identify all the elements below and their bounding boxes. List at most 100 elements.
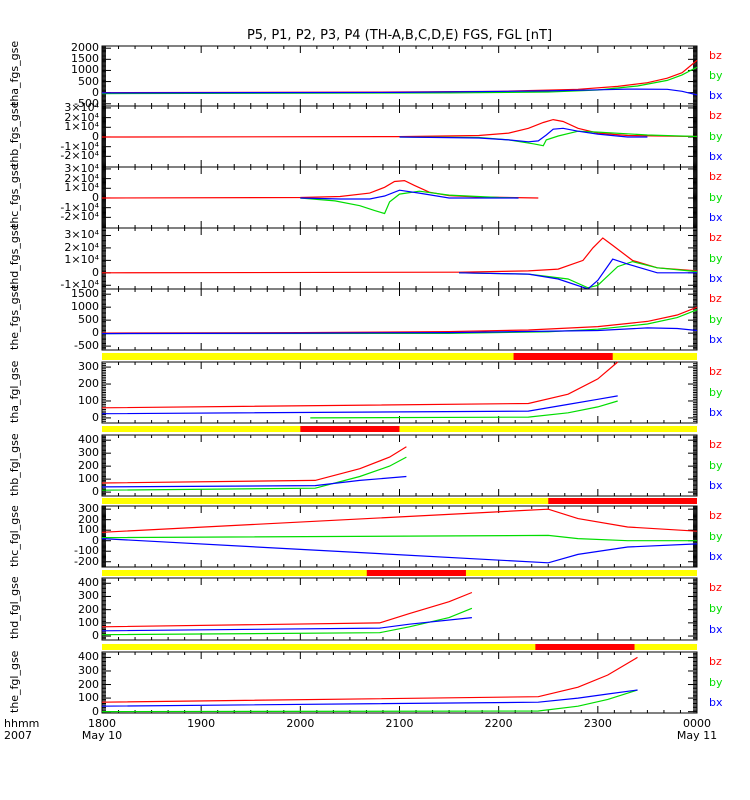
- status-bar-active: [300, 426, 400, 432]
- panel-frame: [101, 288, 698, 351]
- x-unit-label: hhmm 2007: [4, 718, 39, 742]
- x-tick-label: 2100: [370, 718, 430, 730]
- legend-by: by: [709, 251, 723, 265]
- series-by: [101, 689, 638, 713]
- status-bar: [102, 498, 697, 504]
- series-bz: [101, 361, 619, 409]
- y-tick-label: 3×10⁴: [64, 100, 99, 114]
- y-tick-label: 2×10⁴: [64, 171, 99, 185]
- status-bar-active: [366, 570, 466, 576]
- panel-thb_fgl_gse: [101, 426, 698, 497]
- x-tick-time: 2100: [385, 717, 414, 730]
- legend-bz: bz: [709, 109, 722, 123]
- status-bar-active: [513, 353, 613, 360]
- legend-bz: bz: [709, 292, 722, 306]
- y-tick-label: 300: [78, 360, 99, 374]
- x-unit: hhmm: [4, 717, 40, 730]
- panel-thd_fgs_gse: [101, 227, 698, 290]
- panel-frame: [101, 45, 698, 107]
- series-bx: [101, 395, 618, 415]
- series-bx: [399, 127, 648, 143]
- chart-title: P5, P1, P2, P3, P4 (TH-A,B,C,D,E) FGS, F…: [246, 28, 553, 43]
- y-tick-label: 400: [78, 433, 99, 447]
- status-bar: [102, 644, 697, 650]
- legend-by: by: [709, 129, 723, 143]
- y-tick-label: 500: [78, 313, 99, 327]
- y-tick-label: 3×10⁴: [64, 161, 99, 175]
- panel-the_fgs_gse: [101, 288, 698, 351]
- y-tick-label: -500: [74, 96, 99, 110]
- y-tick-label: 100: [78, 472, 99, 486]
- y-tick-label: -2×10⁴: [60, 210, 99, 224]
- x-tick-label: 1900: [171, 718, 231, 730]
- legend-bz: bz: [709, 49, 722, 62]
- y-tick-label: 1000: [71, 63, 99, 77]
- x-tick-date: May 10: [81, 729, 123, 742]
- series-by: [310, 400, 618, 419]
- panel-tha_fgl_gse: [101, 353, 698, 424]
- x-tick-label: 2300: [568, 718, 628, 730]
- legend-by: by: [709, 69, 723, 82]
- series-by: [101, 607, 473, 636]
- y-tick-label: 2×10⁴: [64, 240, 99, 254]
- y-tick-label: 100: [78, 615, 99, 629]
- legend-by: by: [709, 385, 723, 399]
- series-bx: [101, 88, 698, 96]
- y-tick-label: -100: [74, 544, 99, 558]
- legend-bx: bx: [709, 478, 723, 492]
- y-tick-label: 0: [92, 326, 99, 340]
- series-bx: [101, 327, 698, 335]
- status-bar-active: [535, 644, 635, 650]
- panel-the_fgl_gse: [101, 644, 698, 714]
- series-by: [101, 66, 698, 95]
- panel-thc_fgs_gse: [101, 166, 698, 229]
- panel-frame: [101, 577, 698, 641]
- series-by: [458, 260, 698, 289]
- y-tick-label: 0: [92, 410, 99, 424]
- y-tick-label: 200: [78, 512, 99, 526]
- x-tick-time: 1900: [187, 717, 216, 730]
- legend-bx: bx: [709, 210, 723, 224]
- y-tick-label: -1×10⁴: [60, 139, 99, 153]
- series-bz: [101, 118, 698, 138]
- series-bz: [101, 508, 698, 533]
- y-tick-label: 1500: [71, 52, 99, 66]
- y-tick-label: 100: [78, 393, 99, 407]
- y-tick-label: 2000: [71, 41, 99, 55]
- x-tick-time: 2000: [286, 717, 315, 730]
- y-tick-label: 0: [92, 485, 99, 499]
- y-tick-label: 400: [78, 650, 99, 664]
- x-year: 2007: [4, 729, 32, 742]
- series-by: [101, 534, 697, 542]
- legend-by: by: [709, 602, 723, 615]
- legend-by: by: [709, 529, 723, 543]
- x-tick-label: 2200: [469, 718, 529, 730]
- legend-bz: bz: [709, 509, 722, 523]
- x-tick-time: 2200: [484, 717, 513, 730]
- y-tick-label: 1×10⁴: [64, 253, 99, 267]
- x-tick-time: 1800: [88, 717, 116, 730]
- y-tick-label: 200: [78, 459, 99, 473]
- legend-bx: bx: [709, 695, 723, 709]
- series-bx: [458, 258, 697, 290]
- panel-tha_fgs_gse: [101, 45, 698, 107]
- series-bx: [300, 189, 519, 200]
- x-tick-label: 1800 May 10: [72, 718, 132, 742]
- y-tick-label: 0: [92, 704, 99, 718]
- series-bz: [101, 59, 698, 94]
- y-tick-label: 0: [92, 265, 99, 279]
- y-tick-label: 0: [92, 85, 99, 99]
- panel-thb_fgs_gse: [101, 105, 698, 168]
- legend-bz: bz: [709, 170, 722, 184]
- legend-by: by: [709, 190, 723, 204]
- y-tick-label: 0: [92, 629, 99, 643]
- panel-thd_fgl_gse: [101, 570, 698, 641]
- legend-bx: bx: [709, 271, 723, 285]
- x-tick-time: 0000: [683, 717, 711, 730]
- series-bx: [101, 689, 638, 707]
- y-tick-label: 200: [78, 602, 99, 616]
- y-tick-label: 300: [78, 589, 99, 603]
- y-tick-label: -2×10⁴: [60, 149, 99, 163]
- x-tick-date: May 11: [676, 729, 718, 742]
- y-tick-label: 100: [78, 523, 99, 537]
